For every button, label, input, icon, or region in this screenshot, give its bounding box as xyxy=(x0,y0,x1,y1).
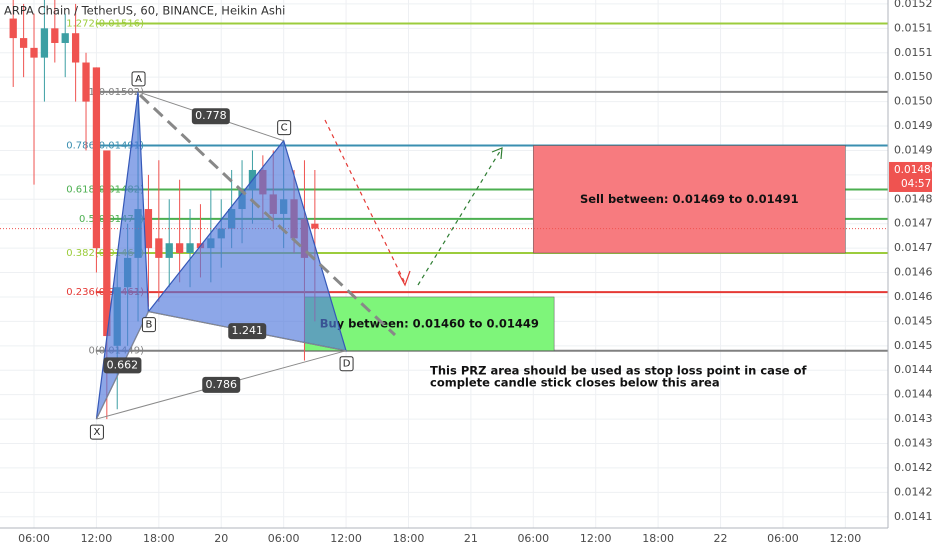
y-tick-label: 0.01465 xyxy=(894,266,932,279)
x-tick-label: 06:00 xyxy=(767,532,799,545)
zone xyxy=(304,296,555,351)
point-box xyxy=(131,71,146,87)
up-arrow-head xyxy=(491,147,503,160)
x-tick-label: 12:00 xyxy=(81,532,113,545)
x-tick-label: 12:00 xyxy=(330,532,362,545)
point-label: D xyxy=(343,359,351,370)
ratio-box xyxy=(202,376,241,393)
point-box xyxy=(339,356,354,372)
y-tick-label: 0.01415 xyxy=(894,510,932,523)
point-label: C xyxy=(281,123,288,134)
x-tick-label: 18:00 xyxy=(393,532,425,545)
fib-label: 0.5(0.01476) xyxy=(79,214,144,225)
x-tick-label: 12:00 xyxy=(830,532,862,545)
last-price-tag xyxy=(889,161,932,192)
candle-body xyxy=(144,209,153,249)
annotation: complete candle stick closes below this … xyxy=(430,376,720,390)
trend-dash xyxy=(138,93,397,337)
zone-label: Sell between: 0.01469 to 0.01491 xyxy=(580,192,799,206)
x-tick-label: 18:00 xyxy=(642,532,674,545)
candle-body xyxy=(40,28,49,58)
x-tick-label: 06:00 xyxy=(18,532,50,545)
point-box xyxy=(277,120,292,136)
candle-body xyxy=(71,33,80,63)
candle-body xyxy=(30,47,38,58)
x-tick-label: 06:00 xyxy=(268,532,300,545)
ratio-label: 0.778 xyxy=(195,109,227,122)
candle-body xyxy=(19,38,28,48)
x-tick-label: 06:00 xyxy=(517,532,549,545)
candle-body xyxy=(175,243,184,254)
y-tick-label: 0.01445 xyxy=(894,363,932,376)
fib-label: 1.272(0.01516) xyxy=(66,18,144,29)
harmonic-pattern: 0.778 0.662 1.241 0.786 X A B C D xyxy=(89,71,354,440)
fib-label: 1(0.01502) xyxy=(89,87,145,98)
up-arrow xyxy=(417,147,503,286)
point-label: X xyxy=(93,427,100,438)
candle-body xyxy=(103,150,111,337)
ratio-label: 0.786 xyxy=(205,378,237,391)
x-tick-label: 20 xyxy=(214,532,228,545)
x-tick-label: 22 xyxy=(714,532,728,545)
y-tick-label: 0.01505 xyxy=(894,70,932,83)
y-tick-label: 0.01460 xyxy=(894,290,932,303)
y-tick-label: 0.01435 xyxy=(894,412,932,425)
ratio-box xyxy=(103,357,142,374)
candle-body xyxy=(82,62,90,102)
candle-body xyxy=(155,238,163,258)
ratio-label: 1.241 xyxy=(232,324,264,337)
candle-body xyxy=(165,243,173,258)
zone-label: Buy between: 0.01460 to 0.01449 xyxy=(320,316,539,330)
zones: Sell between: 0.01469 to 0.01491 Buy betw… xyxy=(304,145,846,351)
point-box xyxy=(141,317,156,333)
candle-body xyxy=(311,223,319,229)
annotation: This PRZ area should be used as stop los… xyxy=(430,364,807,378)
candle-body xyxy=(92,67,101,249)
down-arrow xyxy=(324,119,406,284)
ratio-box xyxy=(228,323,267,340)
ratio-box xyxy=(191,108,230,125)
down-arrow-head xyxy=(397,270,411,287)
countdown: 04:57 xyxy=(901,178,931,190)
x-tick-label: 18:00 xyxy=(143,532,175,545)
zone xyxy=(533,145,846,254)
ratio-label: 0.662 xyxy=(107,358,139,371)
y-tick-label: 0.01455 xyxy=(894,314,932,327)
candle-body xyxy=(61,33,69,43)
fib-label: 0.786(0.01491) xyxy=(66,141,144,152)
last-price-label: 0.01486 xyxy=(894,164,932,176)
x-tick-label: 12:00 xyxy=(580,532,612,545)
x-tick-label: 21 xyxy=(464,532,478,545)
chart-title: ARPA Chain / TetherUS, 60, BINANCE, Heik… xyxy=(4,4,285,18)
candle-body xyxy=(186,243,194,254)
point-box xyxy=(89,424,104,440)
y-tick-label: 0.01425 xyxy=(894,461,932,474)
y-tick-label: 0.01475 xyxy=(894,217,932,230)
y-tick-label: 0.01495 xyxy=(894,119,932,132)
y-tick-label: 0.01515 xyxy=(894,21,932,34)
point-label: A xyxy=(135,74,142,85)
candle-body xyxy=(9,18,17,39)
candle-body xyxy=(51,28,59,43)
point-label: B xyxy=(145,320,152,331)
